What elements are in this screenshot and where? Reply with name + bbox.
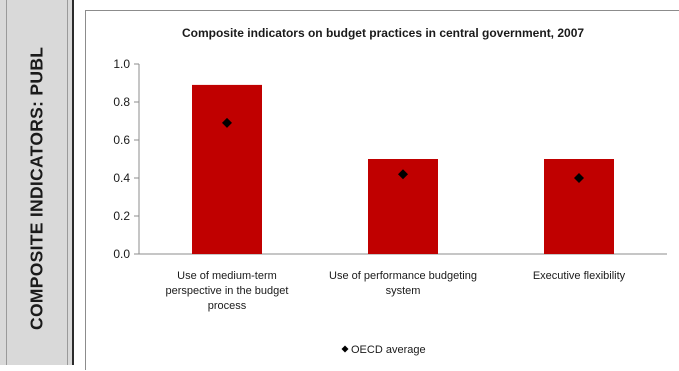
oecd-average-marker — [222, 117, 232, 128]
legend-diamond-marker — [341, 345, 349, 353]
side-panel: COMPOSITE INDICATORS: PUBL — [0, 0, 74, 365]
oecd-average-marker — [574, 173, 584, 183]
chart-title: Composite indicators on budget practices… — [182, 26, 584, 40]
oecd-average-marker — [398, 169, 408, 180]
y-tick-label: 0.0 — [113, 247, 130, 261]
y-axis-ticks: 0.0 0.2 0.4 0.6 0.8 1.0 — [113, 57, 139, 261]
side-panel-title: COMPOSITE INDICATORS: PUBL — [26, 46, 47, 330]
y-tick-label: 1.0 — [113, 57, 130, 71]
oecd-average-series — [222, 117, 584, 183]
category-label: Use of medium-term perspective in the bud… — [166, 270, 289, 312]
y-tick-label: 0.4 — [113, 171, 130, 185]
legend: OECD average — [341, 344, 426, 356]
y-tick-label: 0.8 — [113, 95, 130, 109]
category-labels: Use of medium-term perspective in the bud… — [166, 270, 626, 312]
legend-label-oecd-average: OECD average — [351, 344, 426, 356]
y-tick-label: 0.2 — [113, 209, 130, 223]
side-panel-inner — [6, 0, 68, 365]
y-tick-label: 0.6 — [113, 133, 130, 147]
bar — [192, 84, 262, 255]
chart-frame: Composite indicators on budget practices… — [85, 10, 679, 370]
chart: Composite indicators on budget practices… — [113, 26, 667, 356]
category-label: Executive flexibility — [533, 270, 626, 282]
category-label: Use of performance budgeting system — [329, 270, 477, 297]
